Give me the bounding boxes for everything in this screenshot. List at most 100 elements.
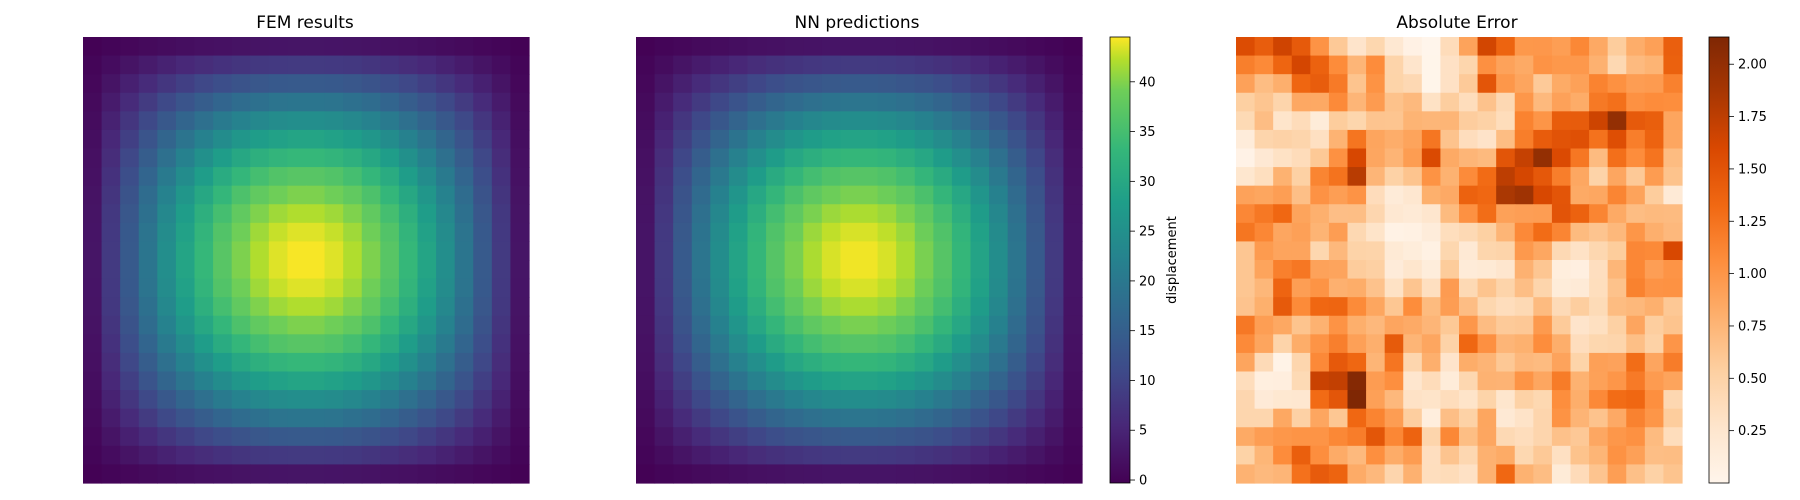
- heatmap-cell: [324, 297, 344, 317]
- heatmap-cell: [766, 92, 786, 112]
- heatmap-cell: [510, 55, 530, 75]
- heatmap-cell: [473, 55, 493, 75]
- heatmap-cell: [1347, 241, 1367, 261]
- heatmap-cell: [1477, 464, 1497, 484]
- heatmap-cell: [436, 408, 456, 428]
- heatmap-cell: [1347, 464, 1367, 484]
- heatmap-cell: [1403, 260, 1423, 280]
- heatmap-cell: [157, 92, 177, 112]
- heatmap-cell: [436, 297, 456, 317]
- heatmap-cell: [138, 278, 158, 298]
- heatmap-cell: [1626, 408, 1646, 428]
- heatmap-cell: [361, 37, 381, 57]
- heatmap-cell: [1626, 55, 1646, 75]
- heatmap-cell: [1026, 464, 1046, 484]
- heatmap-cell: [1477, 55, 1497, 75]
- heatmap-cell: [1273, 37, 1293, 57]
- heatmap-cell: [896, 445, 916, 466]
- heatmap-cell: [970, 185, 990, 205]
- heatmap-cell: [1514, 74, 1534, 94]
- heatmap-cell: [1421, 129, 1442, 150]
- heatmap-cell: [766, 297, 786, 317]
- heatmap-cell: [268, 408, 289, 428]
- heatmap-cell: [101, 222, 121, 243]
- heatmap-cell: [933, 297, 953, 317]
- heatmap-cell: [970, 334, 990, 354]
- heatmap-cell: [510, 464, 530, 484]
- heatmap-cell: [728, 352, 749, 373]
- heatmap-cell: [840, 278, 860, 298]
- heatmap-cell: [473, 371, 493, 391]
- heatmap-cell: [784, 390, 804, 410]
- heatmap-cell: [877, 464, 897, 484]
- heatmap-cell: [436, 445, 456, 466]
- heatmap-cell: [1384, 74, 1404, 94]
- heatmap-cell: [380, 148, 400, 168]
- heatmap-error: [1236, 37, 1683, 484]
- heatmap-cell: [250, 371, 270, 391]
- heatmap-cell: [1403, 92, 1423, 112]
- heatmap-cell: [1044, 74, 1065, 94]
- heatmap-cell: [933, 390, 953, 410]
- colorbar-tick-label: 1.75: [1738, 110, 1767, 125]
- heatmap-cell: [510, 408, 530, 428]
- heatmap-cell: [1026, 352, 1046, 373]
- heatmap-cell: [491, 74, 512, 94]
- heatmap-cell: [1496, 297, 1516, 317]
- heatmap-cell: [914, 390, 934, 410]
- heatmap-cell: [784, 55, 804, 75]
- heatmap-cell: [1026, 390, 1046, 410]
- heatmap-cell: [491, 222, 512, 243]
- heatmap-cell: [673, 55, 693, 75]
- heatmap-cell: [324, 167, 344, 187]
- heatmap-cell: [636, 371, 656, 391]
- heatmap-cell: [1421, 427, 1442, 447]
- heatmap-cell: [138, 37, 158, 57]
- heatmap-cell: [1551, 111, 1572, 131]
- heatmap-cell: [803, 371, 823, 391]
- heatmap-cell: [1663, 92, 1683, 112]
- heatmap-cell: [1459, 129, 1479, 150]
- heatmap-cell: [1403, 297, 1423, 317]
- heatmap-cell: [1551, 352, 1572, 373]
- heatmap-cell: [766, 427, 786, 447]
- heatmap-cell: [1440, 167, 1460, 187]
- heatmap-cell: [1551, 55, 1572, 75]
- heatmap-cell: [877, 278, 897, 298]
- heatmap-cell: [1007, 204, 1027, 224]
- heatmap-cell: [914, 334, 934, 354]
- heatmap-cell: [231, 315, 251, 335]
- heatmap-cell: [1063, 315, 1083, 335]
- heatmap-cell: [989, 334, 1009, 354]
- heatmap-cell: [1663, 204, 1683, 224]
- heatmap-cell: [361, 390, 381, 410]
- heatmap-cell: [1496, 37, 1516, 57]
- heatmap-cell: [1007, 371, 1027, 391]
- heatmap-cell: [1589, 408, 1609, 428]
- heatmap-cell: [1459, 241, 1479, 261]
- heatmap-cell: [766, 315, 786, 335]
- heatmap-cell: [896, 408, 916, 428]
- heatmap-cell: [361, 278, 381, 298]
- heatmap-cell: [877, 92, 897, 112]
- heatmap-cell: [1477, 390, 1497, 410]
- heatmap-cell: [747, 37, 767, 57]
- heatmap-cell: [380, 55, 400, 75]
- heatmap-cell: [1589, 334, 1609, 354]
- heatmap-cell: [673, 445, 693, 466]
- heatmap-cell: [1644, 92, 1665, 112]
- heatmap-cell: [1254, 222, 1274, 243]
- heatmap-cell: [1063, 278, 1083, 298]
- heatmap-cell: [914, 37, 934, 57]
- heatmap-cell: [398, 185, 419, 205]
- heatmap-cell: [654, 204, 674, 224]
- heatmap-cell: [1589, 92, 1609, 112]
- heatmap-cell: [287, 315, 307, 335]
- heatmap-cell: [1626, 92, 1646, 112]
- heatmap-cell: [840, 334, 860, 354]
- heatmap-cell: [1551, 37, 1572, 57]
- heatmap-cell: [1063, 92, 1083, 112]
- heatmap-cell: [1007, 297, 1027, 317]
- heatmap-cell: [231, 204, 251, 224]
- heatmap-cell: [747, 352, 767, 373]
